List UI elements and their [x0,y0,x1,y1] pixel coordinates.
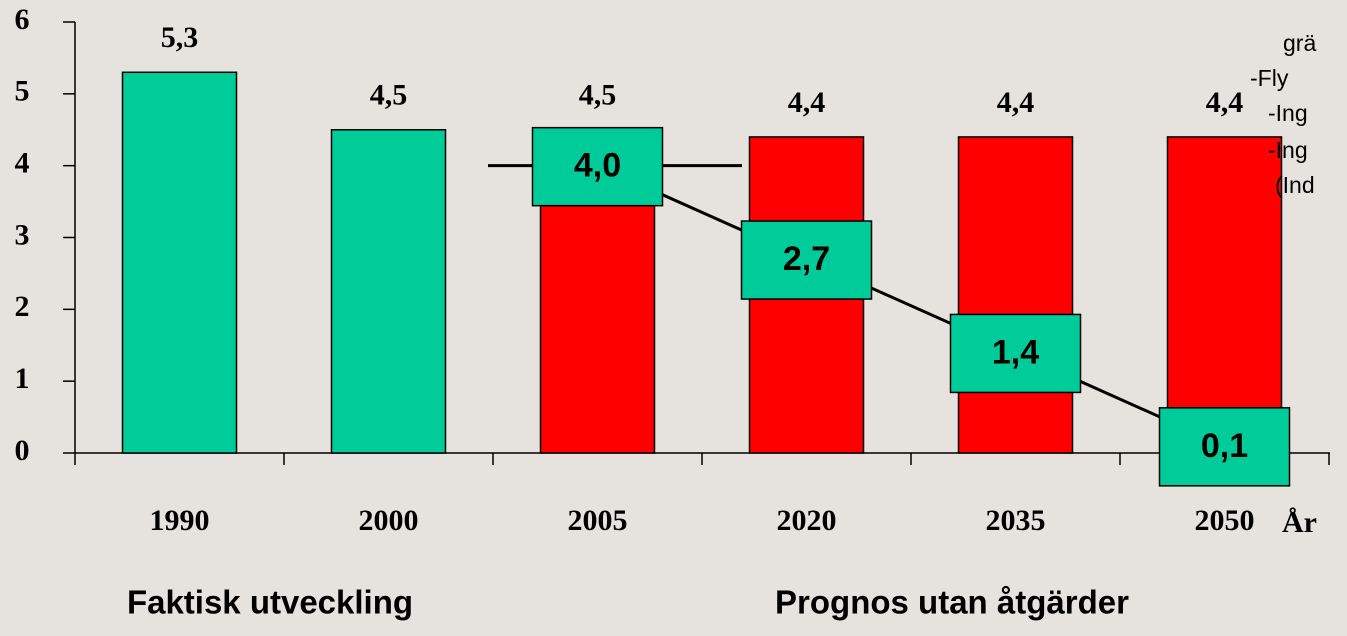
side-note: grä [1283,30,1316,56]
target-label: 0,1 [1201,427,1248,465]
target-label: 2,7 [783,240,830,278]
target-line [596,164,1226,448]
side-note: (Ind [1275,172,1315,198]
value-label: 4,4 [997,86,1035,119]
y-tick-label: 0 [15,434,30,467]
value-label: 4,5 [370,79,408,112]
target-label: 1,4 [992,333,1039,371]
target-box [1158,407,1291,487]
y-tick-label: 6 [15,3,30,36]
bar [957,136,1074,454]
y-tick-label: 4 [15,147,30,180]
x-tick-label: 2035 [986,504,1046,537]
value-label: 4,5 [579,79,617,112]
x-tick-label: 2000 [359,504,419,537]
value-label: 4,4 [788,86,826,119]
value-label: 5,3 [161,21,199,54]
y-tick-label: 1 [15,362,30,395]
target-box [740,220,873,300]
group-label: Faktisk utveckling [127,584,413,621]
bar [330,129,447,454]
target-box [949,313,1082,394]
target-label: 4,0 [574,147,621,185]
value-label: 4,4 [1206,86,1244,119]
group-label: Prognos utan åtgärder [775,584,1129,621]
x-tick-label: 2005 [568,504,628,537]
target-box [531,126,664,207]
side-note: -Ing [1268,100,1308,126]
bar [1166,136,1283,454]
y-tick-label: 5 [15,75,30,108]
bar [121,71,238,454]
x-tick-label: 2020 [777,504,837,537]
x-tick-label: 2050 [1195,504,1255,537]
side-note: -Fly [1250,65,1289,91]
x-tick-label: 1990 [150,504,210,537]
x-axis-label: År [1282,506,1317,539]
side-note: -Ing [1268,137,1308,163]
y-tick-label: 3 [15,218,30,251]
y-tick-label: 2 [15,290,30,323]
